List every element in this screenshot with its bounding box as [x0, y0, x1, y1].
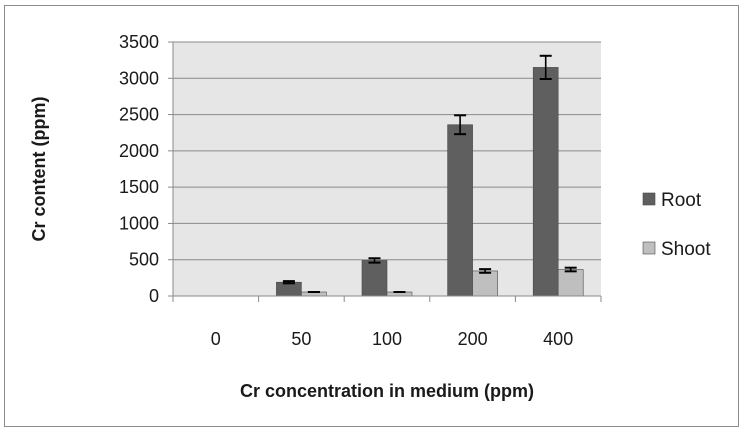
y-tick-label: 0 — [149, 286, 159, 306]
bar-shoot-200 — [472, 270, 498, 297]
gridlines — [173, 41, 601, 261]
bar-root-200 — [447, 124, 473, 297]
bar-shoot-400 — [557, 269, 584, 297]
y-tick-label: 3500 — [119, 32, 159, 52]
tick-labels: 0 500 1000 1500 2000 2500 3000 3500 0 50 100 200 400 — [119, 32, 573, 349]
plot-area — [173, 42, 601, 296]
x-tick-label: 0 — [211, 329, 221, 349]
legend-label-root: Root — [661, 190, 702, 211]
y-tick-label: 500 — [129, 250, 159, 270]
x-tick-label: 50 — [291, 329, 311, 349]
bar-root-400 — [532, 67, 559, 297]
legend-label-shoot: Shoot — [661, 239, 711, 260]
x-tick-label: 200 — [458, 329, 488, 349]
y-tick-label: 1000 — [119, 213, 159, 233]
bar-root-100 — [361, 260, 388, 297]
legend: Root Shoot — [642, 190, 711, 260]
x-tick-label: 100 — [372, 329, 402, 349]
axes — [168, 41, 602, 302]
x-axis-title: Cr concentration in medium (ppm) — [240, 381, 534, 401]
y-axis-title: Cr content (ppm) — [29, 97, 49, 242]
legend-swatch-root — [642, 192, 656, 206]
y-tick-label: 3000 — [119, 68, 159, 88]
y-tick-label: 2500 — [119, 105, 159, 125]
legend-swatch-shoot — [642, 241, 656, 255]
x-tick-label: 400 — [543, 329, 573, 349]
y-tick-label: 2000 — [119, 141, 159, 161]
y-tick-label: 1500 — [119, 177, 159, 197]
bars — [276, 54, 584, 297]
